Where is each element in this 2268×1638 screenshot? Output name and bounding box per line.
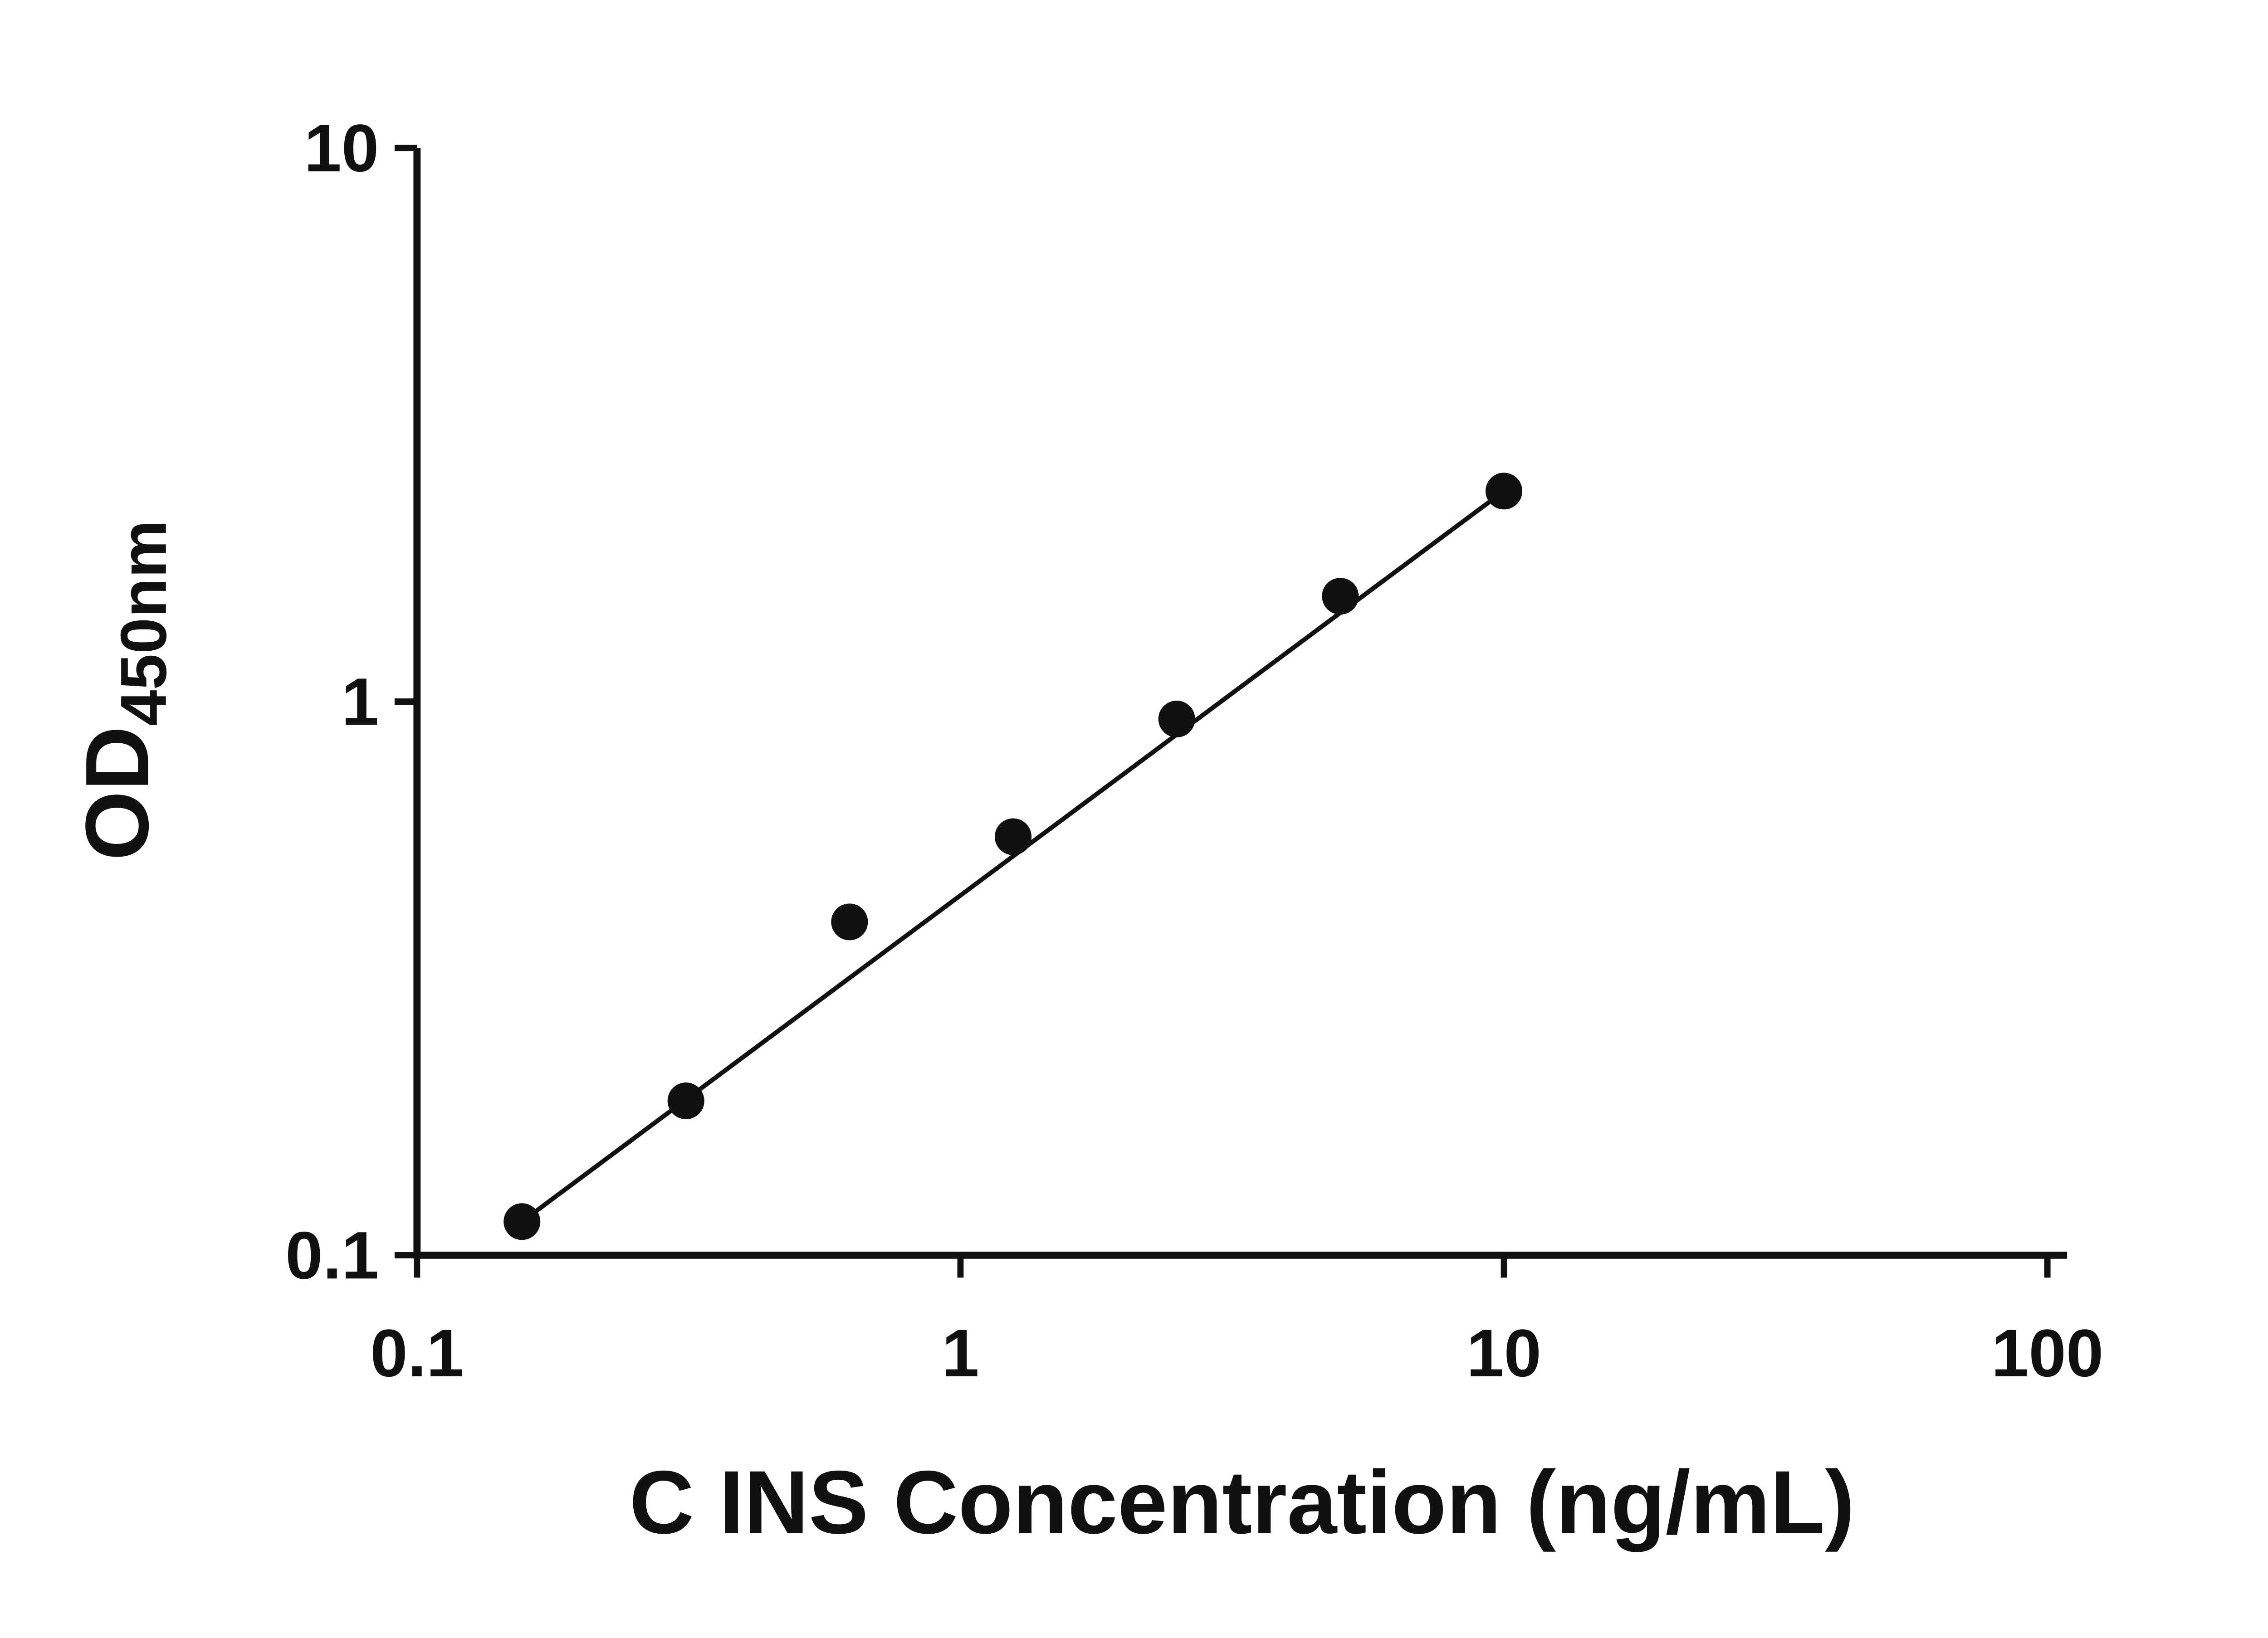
axes-frame	[413, 148, 2068, 1259]
y-tick-label: 0.1	[285, 1218, 379, 1293]
data-point	[503, 1203, 541, 1240]
data-point	[831, 903, 868, 941]
plot-layer: 0.1 1 10 100 0.1 1 10	[285, 111, 2103, 1391]
x-tick-label: 1	[942, 1316, 979, 1391]
data-point	[667, 1082, 704, 1120]
data-point	[1486, 473, 1523, 510]
data-point	[995, 818, 1032, 855]
x-tick-label: 0.1	[370, 1316, 464, 1391]
x-tick-label: 100	[1991, 1316, 2103, 1391]
y-tick-label: 10	[304, 111, 379, 186]
x-axis-title: C INS Concentration (ng/mL)	[629, 1452, 1855, 1552]
x-tick-label: 10	[1466, 1316, 1541, 1391]
y-axis-title-main: OD	[67, 726, 167, 861]
y-tick-label: 1	[342, 664, 379, 739]
data-point	[1158, 701, 1195, 738]
data-point	[1322, 578, 1359, 615]
y-axis-title-subscript: 450nm	[108, 520, 180, 726]
y-axis-title: OD450nm	[67, 520, 180, 861]
